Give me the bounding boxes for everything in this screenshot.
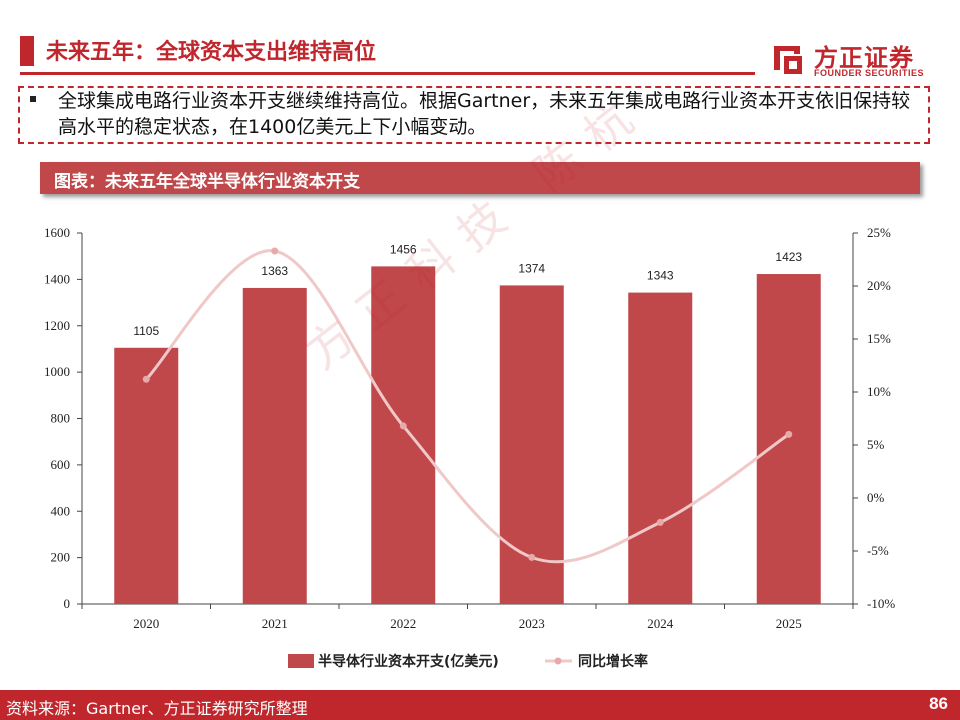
- chart-banner: 图表：未来五年全球半导体行业资本开支: [40, 162, 920, 194]
- left-tick-label: 400: [51, 503, 71, 518]
- x-tick-label: 2025: [776, 616, 802, 631]
- bar-2022: [371, 266, 436, 604]
- chart-banner-title: 图表：未来五年全球半导体行业资本开支: [54, 172, 360, 192]
- left-tick-label: 600: [51, 457, 71, 472]
- company-logo: 方正证券 FOUNDER SECURITIES: [770, 38, 940, 82]
- bar-value-label: 1105: [133, 324, 159, 338]
- bar-2020: [114, 347, 179, 604]
- bar-2021: [242, 287, 307, 604]
- bar-value-label: 1423: [775, 250, 802, 264]
- left-tick-label: 1600: [44, 225, 70, 240]
- bar-2023: [499, 285, 564, 604]
- growth-point-2023: [528, 553, 536, 561]
- legend-swatch-capex: [288, 654, 314, 668]
- title-underline: [20, 72, 755, 75]
- summary-box: [18, 86, 930, 144]
- left-tick-label: 0: [64, 596, 71, 611]
- bullet-icon: [30, 96, 36, 102]
- legend-marker-growth: [554, 657, 562, 665]
- right-tick-label: 10%: [867, 384, 891, 399]
- right-tick-label: -5%: [867, 543, 889, 558]
- footer-source: 资料来源：Gartner、方正证券研究所整理: [6, 699, 308, 718]
- growth-point-2021: [271, 247, 279, 255]
- logo-text-en: FOUNDER SECURITIES: [814, 68, 925, 78]
- bar-value-label: 1374: [518, 261, 545, 275]
- bar-value-label: 1343: [647, 269, 674, 283]
- logo-text-cn: 方正证券: [814, 44, 914, 72]
- x-tick-label: 2021: [262, 616, 288, 631]
- x-tick-label: 2024: [647, 616, 674, 631]
- legend-label-growth: 同比增长率: [578, 653, 648, 670]
- growth-point-2020: [142, 375, 150, 383]
- right-tick-label: 5%: [867, 437, 885, 452]
- bar-2025: [756, 274, 821, 604]
- right-tick-label: 0%: [867, 490, 885, 505]
- footer-bar: 资料来源：Gartner、方正证券研究所整理 86: [0, 690, 960, 720]
- growth-rate-line: [145, 249, 790, 564]
- bar-value-label: 1363: [261, 264, 288, 278]
- left-tick-label: 200: [51, 550, 71, 565]
- page-title: 未来五年：全球资本支出维持高位: [46, 40, 377, 65]
- growth-point-2025: [785, 430, 793, 438]
- left-tick-label: 800: [51, 411, 71, 426]
- x-tick-label: 2023: [519, 616, 545, 631]
- title-accent-bar: [20, 36, 34, 66]
- right-tick-label: 20%: [867, 278, 891, 293]
- growth-point-2022: [399, 422, 407, 430]
- x-tick-label: 2020: [133, 616, 159, 631]
- right-tick-label: 15%: [867, 331, 891, 346]
- left-tick-label: 1200: [44, 318, 70, 333]
- capex-chart: 0 200 400 600 800 1000 1200 1400 1600 -10% -5% 0% 5%…: [44, 225, 895, 670]
- logo-mark-icon: [774, 46, 802, 74]
- page-number: 86: [929, 694, 948, 713]
- x-tick-label: 2022: [390, 616, 416, 631]
- right-tick-label: 25%: [867, 225, 891, 240]
- left-tick-label: 1400: [44, 271, 70, 286]
- right-tick-label: -10%: [867, 596, 895, 611]
- summary-text: 全球集成电路行业资本开支继续维持高位。根据Gartner，未来五年集成电路行业资…: [58, 90, 911, 138]
- bar-value-label: 1456: [390, 242, 417, 256]
- growth-point-2024: [656, 518, 664, 526]
- bar-2024: [628, 292, 693, 604]
- left-tick-label: 1000: [44, 364, 70, 379]
- legend-label-capex: 半导体行业资本开支(亿美元): [318, 653, 499, 670]
